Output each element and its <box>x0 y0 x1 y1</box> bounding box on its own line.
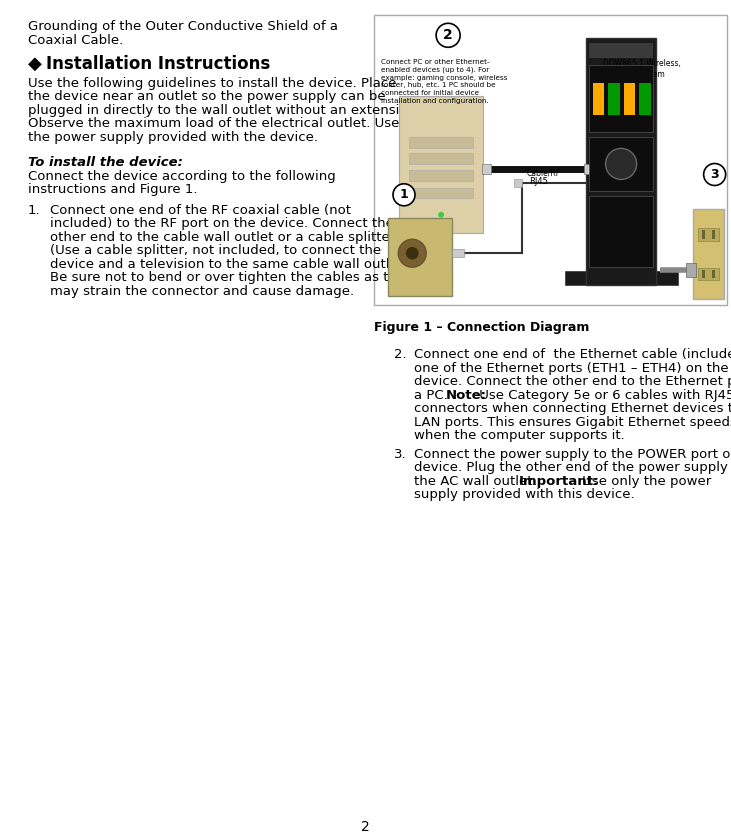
Bar <box>698 267 719 281</box>
Text: 1: 1 <box>400 188 409 202</box>
Bar <box>584 164 593 174</box>
Bar <box>374 15 727 305</box>
Bar <box>409 153 473 164</box>
Text: Coaxial Cable.: Coaxial Cable. <box>28 33 124 47</box>
Bar <box>624 82 635 115</box>
Text: may strain the connector and cause damage.: may strain the connector and cause damag… <box>50 285 354 297</box>
Text: 3.: 3. <box>394 448 406 461</box>
Bar <box>409 187 473 198</box>
Text: Observe the maximum load of the electrical outlet. Use: Observe the maximum load of the electric… <box>28 117 399 130</box>
Text: 2: 2 <box>361 820 370 833</box>
Text: Cable/RF: Cable/RF <box>526 168 561 177</box>
Text: Important:: Important: <box>519 475 599 488</box>
Circle shape <box>398 239 426 267</box>
Circle shape <box>436 23 460 47</box>
Bar <box>694 209 724 299</box>
Text: the AC wall outlet.: the AC wall outlet. <box>414 475 541 488</box>
Circle shape <box>704 163 726 186</box>
Text: ◆: ◆ <box>28 55 42 73</box>
Text: 2: 2 <box>443 28 453 42</box>
Text: 2.: 2. <box>394 348 406 361</box>
Bar <box>398 96 483 232</box>
Bar <box>702 270 705 278</box>
Text: To install the device:: To install the device: <box>28 157 183 169</box>
Text: LAN ports. This ensures Gigabit Ethernet speeds: LAN ports. This ensures Gigabit Ethernet… <box>414 416 731 428</box>
Bar <box>686 263 697 277</box>
Text: Installation Instructions: Installation Instructions <box>46 55 270 73</box>
Bar <box>593 82 604 115</box>
Text: supply provided with this device.: supply provided with this device. <box>414 488 635 501</box>
Bar <box>586 38 656 285</box>
Text: device and a television to the same cable wall outlet.): device and a television to the same cabl… <box>50 257 412 271</box>
Bar <box>409 137 473 148</box>
Text: (Use a cable splitter, not included, to connect the: (Use a cable splitter, not included, to … <box>50 244 381 257</box>
Bar <box>589 137 653 191</box>
Text: Use Category 5e or 6 cables with RJ45: Use Category 5e or 6 cables with RJ45 <box>474 388 731 402</box>
Bar <box>698 228 719 241</box>
Text: 3: 3 <box>711 168 719 181</box>
Text: the device near an outlet so the power supply can be: the device near an outlet so the power s… <box>28 90 386 103</box>
Text: device. Connect the other end to the Ethernet port on: device. Connect the other end to the Eth… <box>414 375 731 388</box>
Text: the power supply provided with the device.: the power supply provided with the devic… <box>28 131 318 144</box>
Text: other end to the cable wall outlet or a cable splitter.: other end to the cable wall outlet or a … <box>50 231 398 243</box>
Text: Be sure not to bend or over tighten the cables as this: Be sure not to bend or over tighten the … <box>50 271 408 284</box>
Bar <box>409 170 473 181</box>
Bar <box>452 249 463 257</box>
Bar <box>608 82 620 115</box>
Text: included) to the RF port on the device. Connect the: included) to the RF port on the device. … <box>50 217 394 230</box>
Text: one of the Ethernet ports (ETH1 – ETH4) on the: one of the Ethernet ports (ETH1 – ETH4) … <box>414 362 729 375</box>
Bar <box>388 218 452 297</box>
Text: 1.: 1. <box>28 203 41 217</box>
Text: Use the following guidelines to install the device. Place: Use the following guidelines to install … <box>28 77 396 90</box>
Bar <box>589 196 653 267</box>
Circle shape <box>605 148 637 179</box>
Bar <box>713 270 716 278</box>
Circle shape <box>438 212 444 217</box>
Text: Use only the power: Use only the power <box>577 475 711 488</box>
Text: RJ45: RJ45 <box>529 177 548 186</box>
Text: Connect one end of  the Ethernet cable (included) to: Connect one end of the Ethernet cable (i… <box>414 348 731 361</box>
Text: Grounding of the Outer Conductive Shield of a: Grounding of the Outer Conductive Shield… <box>28 20 338 33</box>
Text: plugged in directly to the wall outlet without an extension.: plugged in directly to the wall outlet w… <box>28 103 420 117</box>
Text: a PC.: a PC. <box>414 388 452 402</box>
Bar <box>482 164 491 174</box>
Bar <box>640 82 651 115</box>
Bar <box>702 231 705 238</box>
Bar <box>564 272 678 285</box>
Text: device. Plug the other end of the power supply into: device. Plug the other end of the power … <box>414 461 731 475</box>
Text: DDW865.1 Wireless,
    Cable Modem: DDW865.1 Wireless, Cable Modem <box>604 58 681 79</box>
Text: Connect the power supply to the POWER port on the: Connect the power supply to the POWER po… <box>414 448 731 461</box>
Text: Connect PC or other Ethernet-
enabled devices (up to 4). For
example: gaming con: Connect PC or other Ethernet- enabled de… <box>381 58 507 104</box>
Text: instructions and Figure 1.: instructions and Figure 1. <box>28 183 197 197</box>
Bar <box>515 179 522 187</box>
Circle shape <box>406 247 419 260</box>
Text: Connect the device according to the following: Connect the device according to the foll… <box>28 170 336 183</box>
Text: Figure 1 – Connection Diagram: Figure 1 – Connection Diagram <box>374 321 589 334</box>
Bar <box>589 43 653 58</box>
Text: when the computer supports it.: when the computer supports it. <box>414 429 625 442</box>
Bar <box>589 65 653 132</box>
Text: Note:: Note: <box>445 388 487 402</box>
Circle shape <box>393 184 415 206</box>
Bar <box>713 231 716 238</box>
Text: Connect one end of the RF coaxial cable (not: Connect one end of the RF coaxial cable … <box>50 203 351 217</box>
Text: connectors when connecting Ethernet devices to the: connectors when connecting Ethernet devi… <box>414 402 731 415</box>
